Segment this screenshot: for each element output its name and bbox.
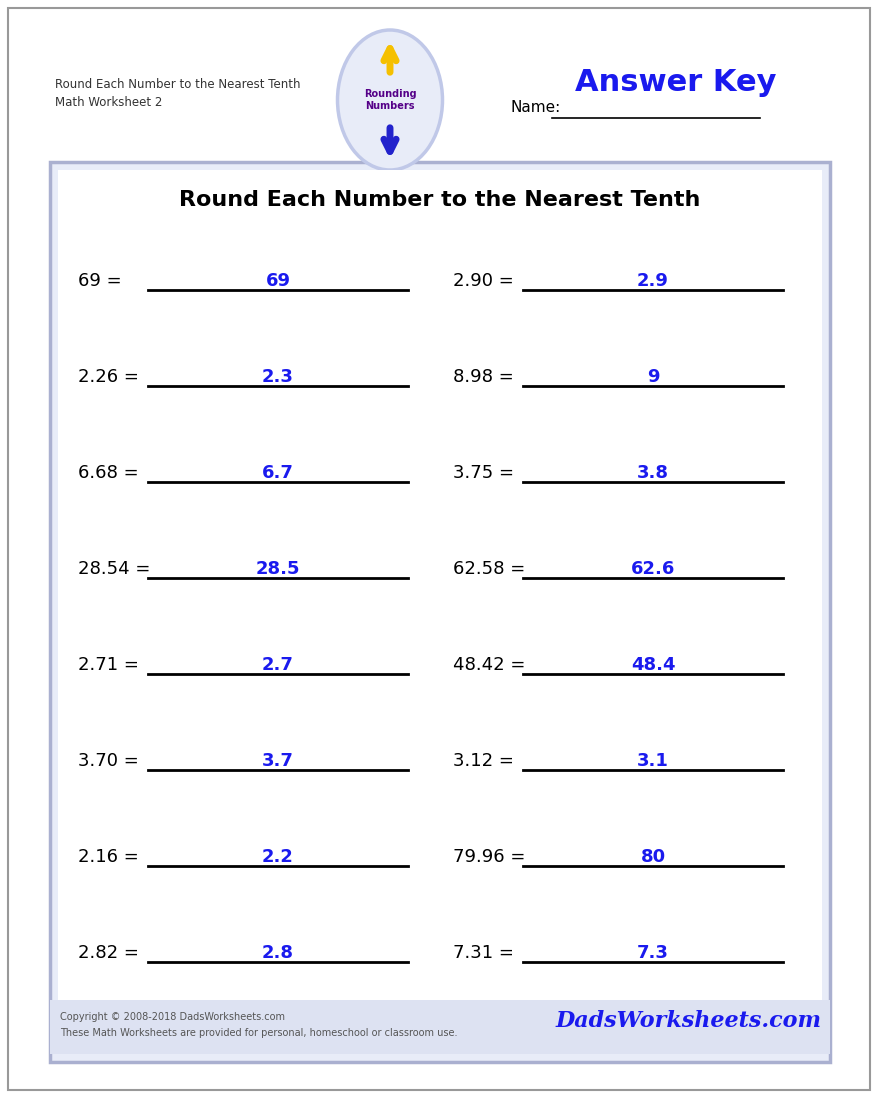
Text: 69: 69 — [266, 273, 290, 290]
Text: 2.9: 2.9 — [637, 273, 669, 290]
Text: DadsWorksheets.com: DadsWorksheets.com — [556, 1010, 822, 1032]
Text: 28.54 =: 28.54 = — [78, 561, 150, 579]
Text: 2.8: 2.8 — [262, 945, 294, 962]
FancyBboxPatch shape — [50, 1000, 830, 1054]
Text: 48.4: 48.4 — [631, 657, 675, 674]
Text: Round Each Number to the Nearest Tenth: Round Each Number to the Nearest Tenth — [55, 78, 300, 91]
Text: 2.7: 2.7 — [262, 657, 294, 674]
FancyBboxPatch shape — [58, 170, 822, 1054]
Text: 2.71 =: 2.71 = — [78, 657, 139, 674]
Text: 2.16 =: 2.16 = — [78, 848, 139, 867]
Text: 2.2: 2.2 — [262, 848, 294, 867]
Text: 3.7: 3.7 — [262, 752, 294, 770]
Text: 79.96 =: 79.96 = — [453, 848, 525, 867]
Text: 2.3: 2.3 — [262, 368, 294, 386]
Text: 6.68 =: 6.68 = — [78, 464, 139, 483]
Text: Name:: Name: — [510, 100, 561, 116]
Text: Math Worksheet 2: Math Worksheet 2 — [55, 96, 163, 109]
Text: Copyright © 2008-2018 DadsWorksheets.com: Copyright © 2008-2018 DadsWorksheets.com — [60, 1012, 285, 1022]
Text: 62.58 =: 62.58 = — [453, 561, 525, 579]
Text: 62.6: 62.6 — [631, 561, 675, 579]
Text: 8.98 =: 8.98 = — [453, 368, 514, 386]
Text: 69 =: 69 = — [78, 273, 121, 290]
Text: 28.5: 28.5 — [256, 561, 300, 579]
Text: 3.1: 3.1 — [637, 752, 669, 770]
Text: 3.8: 3.8 — [637, 464, 669, 483]
Text: 48.42 =: 48.42 = — [453, 657, 525, 674]
Text: Round Each Number to the Nearest Tenth: Round Each Number to the Nearest Tenth — [180, 190, 700, 210]
Text: Answer Key: Answer Key — [575, 68, 776, 97]
Text: 3.12 =: 3.12 = — [453, 752, 514, 770]
Text: 2.26 =: 2.26 = — [78, 368, 139, 386]
Text: These Math Worksheets are provided for personal, homeschool or classroom use.: These Math Worksheets are provided for p… — [60, 1028, 458, 1038]
Text: 3.70 =: 3.70 = — [78, 752, 139, 770]
FancyBboxPatch shape — [8, 8, 870, 1090]
Text: 80: 80 — [641, 848, 665, 867]
Text: 7.3: 7.3 — [637, 945, 669, 962]
Text: 2.90 =: 2.90 = — [453, 273, 514, 290]
Text: 6.7: 6.7 — [262, 464, 294, 483]
Text: 3.75 =: 3.75 = — [453, 464, 514, 483]
Text: 2.82 =: 2.82 = — [78, 945, 139, 962]
Text: 9: 9 — [647, 368, 659, 386]
Text: Rounding
Numbers: Rounding Numbers — [363, 89, 416, 111]
FancyBboxPatch shape — [50, 162, 830, 1062]
Text: 7.31 =: 7.31 = — [453, 945, 514, 962]
Ellipse shape — [338, 30, 443, 170]
